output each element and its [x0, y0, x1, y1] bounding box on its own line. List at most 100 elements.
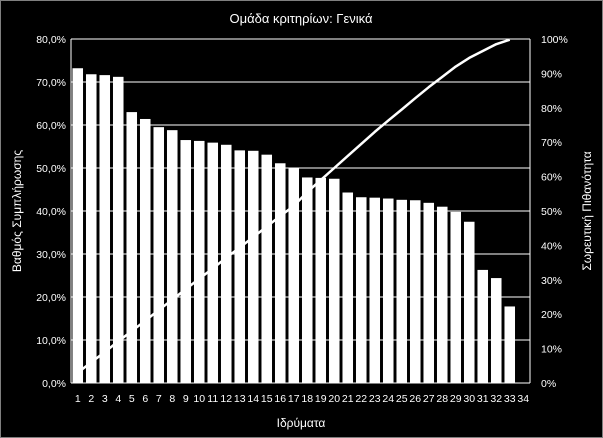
- bar: [166, 130, 178, 383]
- x-tick-label: 3: [102, 393, 108, 405]
- y-tick-label: 40,0%: [36, 206, 66, 218]
- x-tick-label: 11: [207, 393, 218, 405]
- bar: [355, 197, 367, 383]
- bar: [234, 150, 246, 383]
- x-tick-label: 31: [477, 393, 489, 405]
- y2-tick-label: 90%: [541, 68, 562, 80]
- x-tick-label: 20: [328, 393, 340, 405]
- y2-tick-label: 20%: [541, 309, 562, 321]
- left-axis-ticks: 0,0% 10,0% 20,0% 30,0% 40,0% 50,0% 60,0% 70,0% 8…: [36, 34, 66, 390]
- x-tick-label: 15: [261, 393, 273, 405]
- bar: [220, 144, 232, 383]
- bar: [139, 118, 151, 383]
- x-tick-label: 28: [436, 393, 448, 405]
- bar: [247, 150, 259, 383]
- y2-tick-label: 10%: [541, 344, 562, 356]
- x-tick-label: 7: [156, 393, 162, 405]
- bars: [72, 68, 516, 384]
- x-tick-label: 24: [382, 393, 394, 405]
- x-tick-label: 16: [274, 393, 286, 405]
- cumulative-probability-line: [76, 38, 511, 374]
- y-tick-label: 70,0%: [36, 77, 66, 89]
- bar: [99, 75, 111, 384]
- y-axis-label: Βαθμός Συμπλήρωσης: [10, 150, 24, 272]
- bar: [301, 177, 313, 383]
- x-tick-label: 22: [355, 393, 367, 405]
- y2-tick-label: 30%: [541, 275, 562, 287]
- x-tick-label: 17: [288, 393, 300, 405]
- y2-tick-label: 70%: [541, 137, 562, 149]
- bar: [288, 168, 300, 383]
- bar: [85, 74, 97, 383]
- x-tick-label: 12: [220, 393, 232, 405]
- bar: [153, 127, 165, 384]
- bar: [450, 211, 462, 383]
- x-tick-label: 18: [301, 393, 313, 405]
- bar: [477, 269, 489, 383]
- bar: [315, 177, 327, 383]
- y2-tick-label: 40%: [541, 240, 562, 252]
- y-tick-label: 10,0%: [36, 335, 66, 347]
- cumulative-line: [76, 38, 511, 374]
- x-tick-label: 2: [88, 393, 94, 405]
- x-tick-label: 33: [504, 393, 516, 405]
- bar: [193, 140, 205, 383]
- x-tick-label: 9: [183, 393, 189, 405]
- bar: [490, 278, 502, 383]
- y-tick-label: 20,0%: [36, 292, 66, 304]
- bar: [207, 142, 219, 383]
- y-tick-label: 80,0%: [36, 34, 66, 46]
- bar: [126, 112, 138, 383]
- y2-tick-label: 80%: [541, 103, 562, 115]
- bar: [436, 206, 448, 383]
- bar: [382, 198, 394, 383]
- right-axis-ticks: 0% 10% 20% 30% 40% 50% 60% 70% 80% 90% 100%: [541, 34, 568, 390]
- x-axis-label: Ιδρύματα: [277, 416, 326, 430]
- x-tick-label: 21: [342, 393, 354, 405]
- bar: [463, 221, 475, 383]
- x-tick-label: 13: [234, 393, 246, 405]
- y2-tick-label: 100%: [541, 34, 568, 46]
- x-tick-label: 25: [396, 393, 408, 405]
- x-tick-label: 29: [450, 393, 462, 405]
- x-tick-label: 30: [463, 393, 475, 405]
- y-tick-label: 50,0%: [36, 163, 66, 175]
- y2-tick-label: 50%: [541, 206, 562, 218]
- y-tick-label: 30,0%: [36, 249, 66, 261]
- bar: [112, 76, 124, 383]
- y2-tick-label: 60%: [541, 172, 562, 184]
- chart-title: Ομάδα κριτηρίων: Γενικά: [230, 11, 373, 26]
- bar: [180, 140, 192, 383]
- bar: [72, 68, 84, 384]
- bar: [369, 197, 381, 383]
- y2-tick-label: 0%: [541, 378, 556, 390]
- bar: [342, 192, 354, 383]
- grid-lines: [70, 38, 531, 384]
- x-tick-label: 5: [129, 393, 135, 405]
- x-tick-label: 34: [517, 393, 529, 405]
- x-tick-label: 32: [490, 393, 502, 405]
- x-tick-label: 1: [75, 393, 81, 405]
- bar: [261, 154, 273, 383]
- y2-axis-label: Σωρευτική Πιθανότητα: [580, 151, 594, 270]
- bar: [396, 199, 408, 383]
- bar: [409, 200, 421, 383]
- y-tick-label: 0,0%: [42, 378, 66, 390]
- bar: [423, 202, 435, 383]
- x-axis-ticks: 1 2 3 4 5 6 7 8 9 10 11 12 13 14 15 16 17 18 19 20 21 22 23 24 2…: [75, 393, 529, 405]
- bar: [274, 163, 286, 383]
- x-tick-label: 19: [315, 393, 327, 405]
- x-tick-label: 4: [115, 393, 121, 405]
- y-tick-label: 60,0%: [36, 120, 66, 132]
- x-tick-label: 10: [193, 393, 205, 405]
- bar: [328, 178, 340, 383]
- x-tick-label: 23: [369, 393, 381, 405]
- x-tick-label: 26: [409, 393, 421, 405]
- x-tick-label: 27: [423, 393, 435, 405]
- bar: [504, 306, 516, 383]
- x-tick-label: 8: [169, 393, 175, 405]
- x-tick-label: 14: [247, 393, 259, 405]
- x-tick-label: 6: [142, 393, 148, 405]
